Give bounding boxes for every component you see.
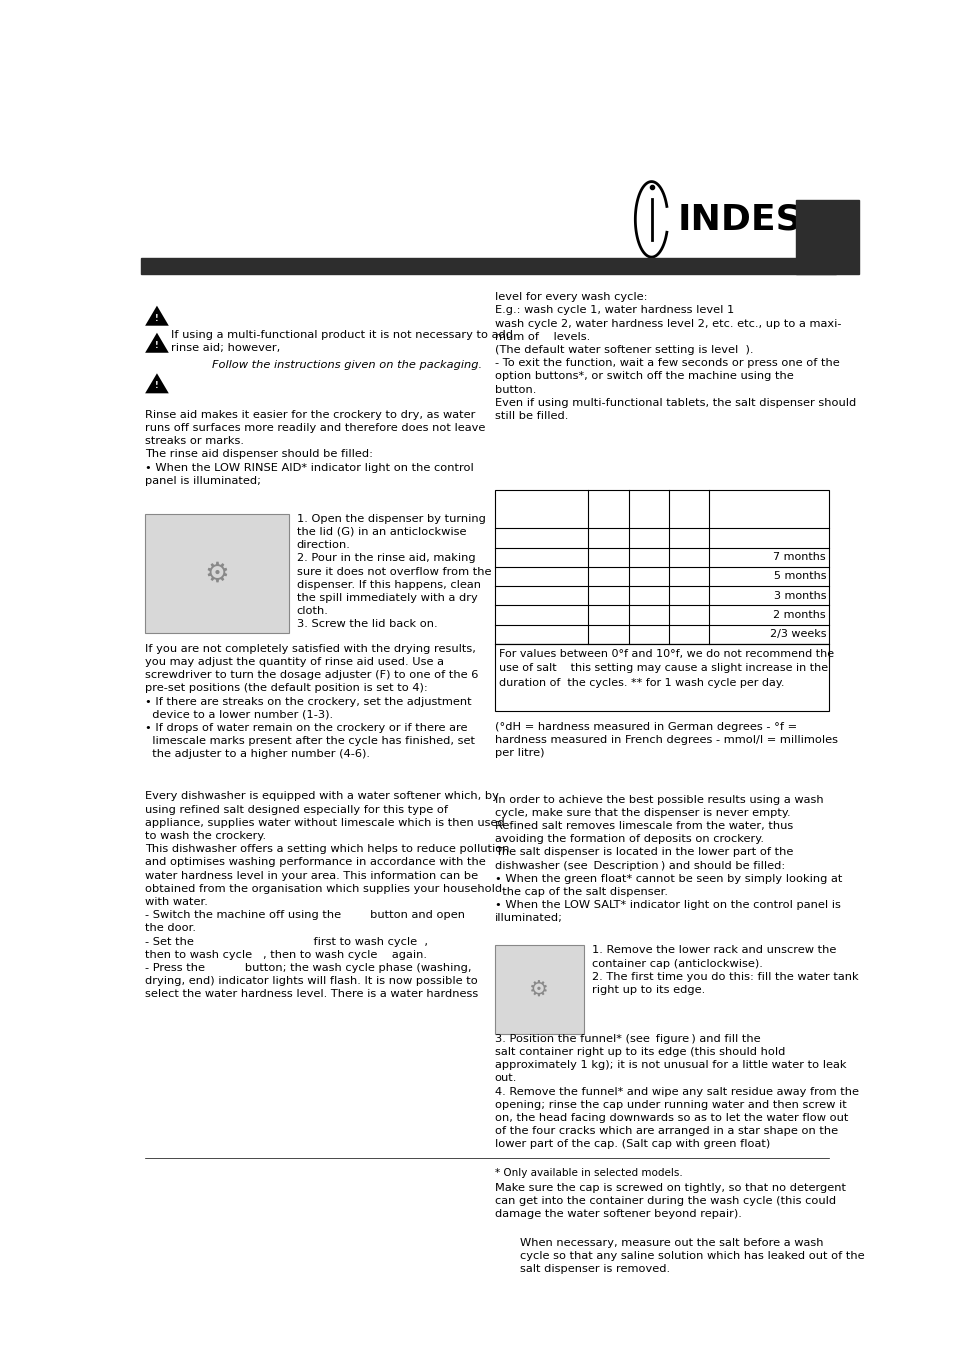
Text: !: ! — [504, 1243, 508, 1251]
Polygon shape — [495, 1235, 518, 1255]
Text: (°dH = hardness measured in German degrees - °f =
hardness measured in French de: (°dH = hardness measured in German degre… — [495, 721, 837, 758]
Text: For values between 0°f and 10°f, we do not recommend the
use of salt    this set: For values between 0°f and 10°f, we do n… — [498, 648, 833, 688]
Text: 3. Position the funnel* (see  figure ) and fill the
salt container right up to i: 3. Position the funnel* (see figure ) an… — [495, 1034, 858, 1150]
Text: 2 months: 2 months — [773, 609, 825, 620]
Text: level for every wash cycle:
E.g.: wash cycle 1, water hardness level 1
wash cycl: level for every wash cycle: E.g.: wash c… — [495, 292, 855, 422]
Polygon shape — [145, 305, 169, 326]
Polygon shape — [145, 332, 169, 353]
Bar — [495, 946, 583, 1034]
Text: 1. Open the dispenser by turning
the lid (G) in an anticlockwise
direction.
2. P: 1. Open the dispenser by turning the lid… — [296, 513, 491, 630]
Text: Rinse aid makes it easier for the crockery to dry, as water
runs off surfaces mo: Rinse aid makes it easier for the crocke… — [145, 409, 485, 486]
Text: !: ! — [155, 313, 158, 323]
Text: 2/3 weeks: 2/3 weeks — [769, 630, 825, 639]
Text: ⚙: ⚙ — [205, 559, 230, 588]
Text: If using a multi-functional product it is not necessary to add
rinse aid; howeve: If using a multi-functional product it i… — [171, 330, 513, 353]
Text: If you are not completely satisfied with the drying results,
you may adjust the : If you are not completely satisfied with… — [145, 644, 478, 759]
Text: !: ! — [155, 340, 158, 350]
Bar — [141, 258, 836, 274]
Bar — [495, 644, 828, 712]
Text: In order to achieve the best possible results using a wash
cycle, make sure that: In order to achieve the best possible re… — [495, 794, 841, 923]
Text: 3 months: 3 months — [773, 590, 825, 601]
Text: Follow the instructions given on the packaging.: Follow the instructions given on the pac… — [212, 359, 481, 370]
Text: ⚙: ⚙ — [529, 979, 549, 1000]
Text: When necessary, measure out the salt before a wash
cycle so that any saline solu: When necessary, measure out the salt bef… — [519, 1238, 863, 1274]
Text: Make sure the cap is screwed on tightly, so that no detergent
can get into the c: Make sure the cap is screwed on tightly,… — [495, 1182, 845, 1219]
Bar — [795, 200, 858, 274]
Bar — [495, 490, 828, 644]
Text: !: ! — [155, 381, 158, 390]
Text: * Only available in selected models.: * Only available in selected models. — [495, 1169, 682, 1178]
Text: 7 months: 7 months — [773, 553, 825, 562]
Text: 5 months: 5 months — [773, 571, 825, 581]
Bar — [145, 513, 289, 634]
Text: INDESIT: INDESIT — [677, 203, 840, 236]
Text: 1. Remove the lower rack and unscrew the
container cap (anticlockwise).
2. The f: 1. Remove the lower rack and unscrew the… — [592, 946, 858, 996]
Text: Every dishwasher is equipped with a water softener which, by
using refined salt : Every dishwasher is equipped with a wate… — [145, 792, 509, 1000]
Polygon shape — [145, 373, 169, 393]
